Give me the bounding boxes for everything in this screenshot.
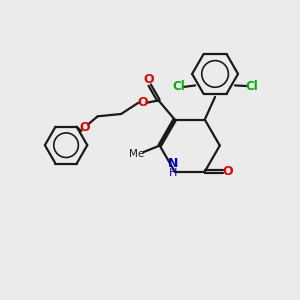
Text: Cl: Cl: [245, 80, 258, 92]
Text: Cl: Cl: [172, 80, 185, 93]
Text: O: O: [223, 165, 233, 178]
Text: N: N: [168, 157, 178, 169]
Text: O: O: [137, 96, 148, 109]
Text: H: H: [169, 168, 177, 178]
Text: O: O: [143, 73, 154, 86]
Text: Me: Me: [129, 148, 145, 158]
Text: O: O: [79, 121, 90, 134]
